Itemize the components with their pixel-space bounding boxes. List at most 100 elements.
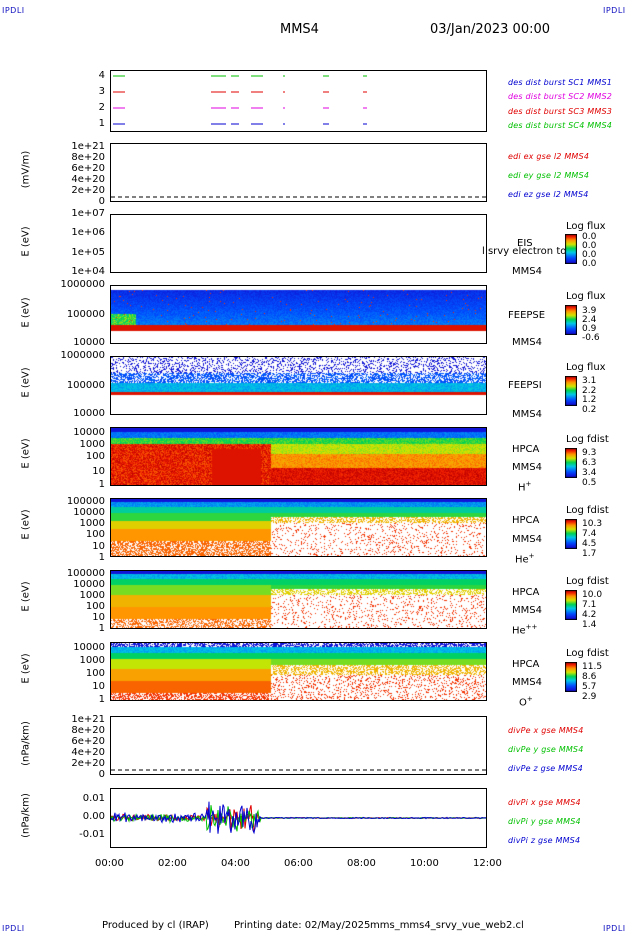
divpi-series-z (111, 801, 486, 835)
divpi-plot (111, 801, 486, 835)
footer-printing-date: Printing date: 02/May/2025 (234, 920, 371, 931)
divpe-legend-x: divPe x gse MMS4 (508, 726, 584, 735)
hpca-hepp-instrument-label: HPCA (512, 587, 540, 598)
edi-plot (111, 196, 486, 198)
x-tick: 06:00 (284, 858, 313, 869)
hpca-h-species-label: H+ (518, 480, 531, 493)
hpca-h-colorbar-label: 0.5 (582, 478, 597, 488)
hpca-o-colorbar-label: 2.9 (582, 692, 597, 702)
hpca-he-ytick: 100000 (66, 496, 105, 507)
footer-filename: mms_mms4_srvy_vue_web2.cl (370, 920, 524, 931)
hpca-o-colorbar-label: 8.6 (582, 672, 597, 682)
divpe-ytick: 0 (98, 769, 105, 780)
divpe-ytick: 4e+20 (71, 747, 105, 758)
feepse-instrument-label: FEEPSE (508, 310, 546, 321)
hpca-o-ytick: 100 (85, 668, 105, 679)
hpca-o-instrument-label: HPCA (512, 659, 540, 670)
burst-ytick-1: 1 (98, 118, 105, 129)
hpca-hepp-ytick: 1000 (79, 590, 105, 601)
feepsi-colorbar-title: Log flux (566, 362, 606, 373)
feepsi-colorbar-label: 1.2 (582, 395, 597, 405)
x-tick: 00:00 (95, 858, 124, 869)
hpca-hepp-ytick: 1 (98, 623, 105, 634)
feepsi-colorbar (565, 376, 577, 406)
hpca-he-species-charge: + (528, 552, 535, 560)
divpi-ytick: 0.00 (82, 811, 105, 822)
x-tick: 10:00 (410, 858, 439, 869)
hpca-he-colorbar (565, 519, 577, 549)
hpca-he-species-name: He (515, 554, 529, 566)
hpca-he-colorbar-label: 1.7 (582, 549, 597, 559)
edi-legend-z: edi ez gse l2 MMS4 (508, 190, 589, 199)
eis-colorbar-label: 0.0 (582, 232, 597, 242)
feepse-spacecraft-label: MMS4 (512, 337, 542, 348)
edi-panel (110, 143, 487, 202)
eis-ylabel: E (eV) (20, 226, 32, 257)
eis-colorbar (565, 234, 577, 264)
hpca-o-spectrogram (111, 643, 486, 700)
hpca-h-colorbar-label: 9.3 (582, 448, 597, 458)
hpca-he-spectrogram (111, 499, 486, 556)
burst-panel (110, 70, 487, 132)
eis-ytick: 1e+05 (71, 247, 105, 258)
hpca-hepp-panel (110, 570, 487, 629)
hpca-he-colorbar-label: 7.4 (582, 529, 597, 539)
hpca-h-ytick: 10 (92, 466, 105, 477)
hpca-hepp-ytick: 10000 (73, 579, 105, 590)
hpca-he-ytick: 10 (92, 541, 105, 552)
burst-plot (113, 75, 367, 125)
divpe-ytick: 6e+20 (71, 736, 105, 747)
hpca-o-colorbar-label: 11.5 (582, 662, 603, 672)
hpca-h-species-charge: + (525, 480, 532, 488)
hpca-o-species-name: O (519, 697, 527, 709)
feepsi-colorbar-label: 3.1 (582, 376, 597, 386)
hpca-h-species-name: H (518, 482, 526, 494)
divpi-ytick: 0.01 (82, 793, 105, 804)
edi-ylabel: (mV/m) (20, 150, 32, 189)
feepse-ytick: 10000 (73, 337, 105, 348)
burst-legend-sc1: des dist burst SC1 MMS1 (508, 78, 613, 87)
hpca-h-panel (110, 427, 487, 486)
feepse-spectrogram (111, 286, 486, 343)
feepse-panel (110, 285, 487, 344)
burst-legend-sc2: des dist burst SC2 MMS2 (508, 92, 613, 101)
hpca-h-ytick: 100 (85, 451, 105, 462)
hpca-hepp-colorbar-label: 4.2 (582, 610, 597, 620)
hpca-he-instrument-label: HPCA (512, 515, 540, 526)
feepse-ytick: 100000 (66, 309, 105, 320)
feepsi-ylabel: E (eV) (20, 367, 32, 398)
feepsi-panel (110, 356, 487, 415)
hpca-he-ytick: 100 (85, 529, 105, 540)
date-title: 03/Jan/2023 00:00 (430, 22, 551, 37)
feepsi-spectrogram (111, 357, 486, 414)
hpca-o-ytick: 10 (92, 681, 105, 692)
burst-ytick-2: 2 (98, 102, 105, 113)
hpca-o-species-charge: + (526, 695, 533, 703)
hpca-o-colorbar-label: 5.7 (582, 682, 597, 692)
hpca-h-ytick: 1000 (79, 439, 105, 450)
hpca-o-ytick: 10000 (73, 642, 105, 653)
edi-ytick: 8e+20 (71, 152, 105, 163)
edi-ytick: 6e+20 (71, 163, 105, 174)
edi-legend-y: edi ey gse l2 MMS4 (508, 171, 590, 180)
feepsi-ytick: 1000000 (60, 350, 105, 361)
divpe-ytick: 2e+20 (71, 758, 105, 769)
feepsi-ytick: 100000 (66, 380, 105, 391)
hpca-o-ytick: 1000 (79, 655, 105, 666)
hpca-he-ytick: 1000 (79, 518, 105, 529)
hpca-hepp-species-name: He (512, 625, 526, 637)
hpca-hepp-colorbar-label: 7.1 (582, 600, 597, 610)
feepse-colorbar-label: -0.6 (582, 333, 600, 343)
hpca-he-ytick: 1 (98, 552, 105, 563)
x-tick: 08:00 (347, 858, 376, 869)
burst-ytick-3: 3 (98, 86, 105, 97)
hpca-h-spacecraft-label: MMS4 (512, 462, 542, 473)
hpca-o-colorbar-title: Log fdist (566, 648, 609, 659)
hpca-hepp-ytick: 10 (92, 612, 105, 623)
feepse-colorbar (565, 305, 577, 335)
eis-overlay-text: l srvy electron to (482, 246, 567, 257)
hpca-o-spacecraft-label: MMS4 (512, 677, 542, 688)
hpca-h-ytick: 10000 (73, 427, 105, 438)
eis-ytick: 1e+07 (71, 208, 105, 219)
x-tick: 12:00 (473, 858, 502, 869)
